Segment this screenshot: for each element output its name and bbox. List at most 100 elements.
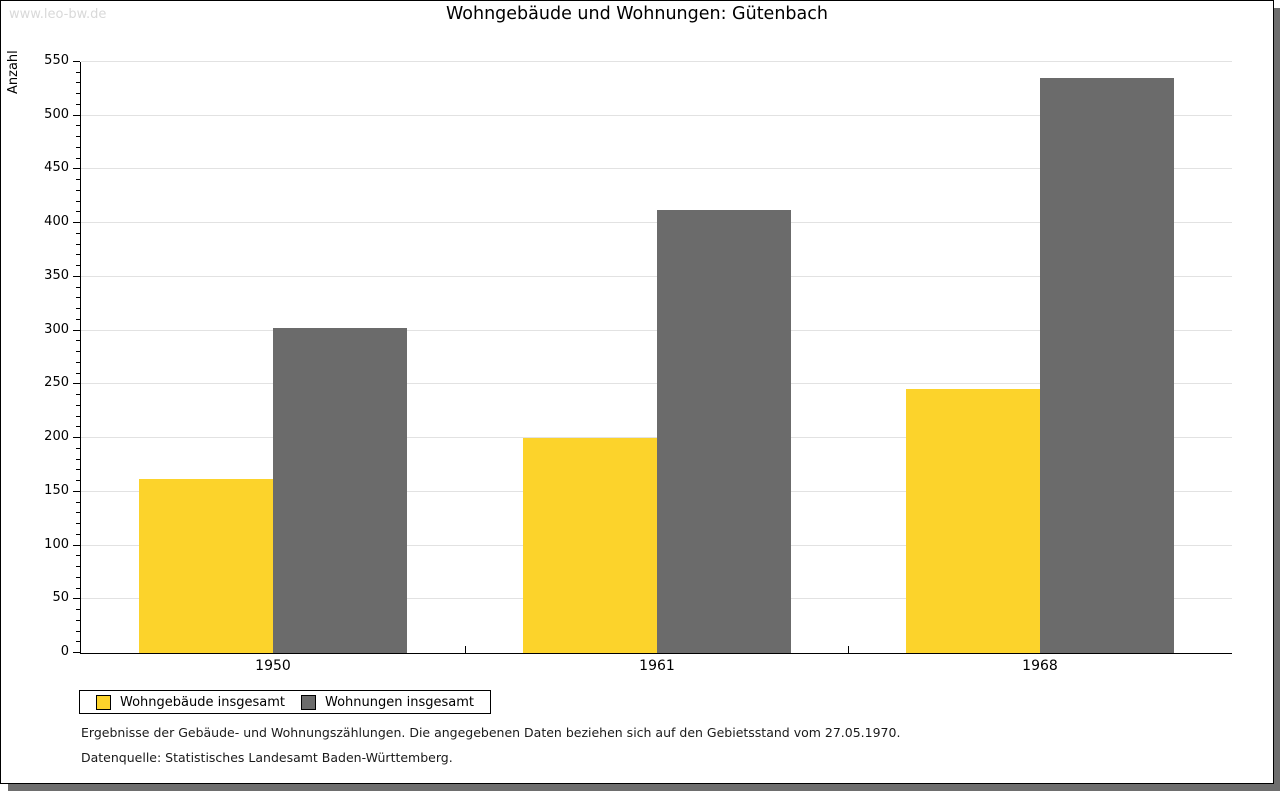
y-minor-tick <box>76 125 80 126</box>
y-minor-tick <box>76 136 80 137</box>
footnote-2: Datenquelle: Statistisches Landesamt Bad… <box>81 750 453 765</box>
y-minor-tick <box>76 201 80 202</box>
bar-wohngebaeude-1950 <box>139 479 273 653</box>
y-tick-label: 500 <box>44 107 69 122</box>
x-tick <box>465 646 466 653</box>
y-tick-label: 250 <box>44 375 69 390</box>
y-axis-label: Anzahl <box>6 50 21 94</box>
y-tick <box>73 276 80 277</box>
x-category-label: 1968 <box>1022 658 1058 674</box>
gridline <box>81 330 1232 331</box>
y-minor-tick <box>76 631 80 632</box>
gridline <box>81 383 1232 384</box>
y-minor-tick <box>76 523 80 524</box>
watermark: www.leo-bw.de <box>9 7 107 22</box>
bar-wohngebaeude-1961 <box>523 438 657 653</box>
y-minor-tick <box>76 72 80 73</box>
y-tick <box>73 652 80 653</box>
legend-label: Wohngebäude insgesamt <box>120 694 285 710</box>
x-tick <box>848 646 849 653</box>
y-minor-tick <box>76 394 80 395</box>
y-tick <box>73 545 80 546</box>
y-tick <box>73 168 80 169</box>
y-minor-tick <box>76 211 80 212</box>
y-tick-label: 300 <box>44 322 69 337</box>
y-minor-tick <box>76 480 80 481</box>
y-minor-tick <box>76 233 80 234</box>
gridline <box>81 61 1232 62</box>
y-minor-tick <box>76 459 80 460</box>
y-minor-tick <box>76 469 80 470</box>
y-minor-tick <box>76 512 80 513</box>
y-minor-tick <box>76 287 80 288</box>
y-tick <box>73 115 80 116</box>
y-minor-tick <box>76 362 80 363</box>
y-minor-tick <box>76 297 80 298</box>
y-tick-label: 0 <box>60 644 69 659</box>
legend-item: Wohngebäude insgesamt <box>96 694 285 710</box>
y-minor-tick <box>76 179 80 180</box>
bar-wohngebaeude-1968 <box>906 389 1040 653</box>
y-minor-tick <box>76 254 80 255</box>
y-minor-tick <box>76 534 80 535</box>
y-tick-label: 450 <box>44 160 69 175</box>
y-minor-tick <box>76 158 80 159</box>
y-minor-tick <box>76 588 80 589</box>
y-tick <box>73 61 80 62</box>
legend-label: Wohnungen insgesamt <box>325 694 474 710</box>
y-minor-tick <box>76 93 80 94</box>
legend-item: Wohnungen insgesamt <box>301 694 474 710</box>
bar-wohnungen-1950 <box>273 328 407 653</box>
y-minor-tick <box>76 190 80 191</box>
y-minor-tick <box>76 308 80 309</box>
y-tick <box>73 598 80 599</box>
y-tick <box>73 437 80 438</box>
y-tick-label: 400 <box>44 214 69 229</box>
y-tick-label: 350 <box>44 268 69 283</box>
y-tick-label: 150 <box>44 483 69 498</box>
y-minor-tick <box>76 566 80 567</box>
y-minor-tick <box>76 620 80 621</box>
y-minor-tick <box>76 319 80 320</box>
x-category-label: 1961 <box>639 658 675 674</box>
gridline <box>81 276 1232 277</box>
y-minor-tick <box>76 244 80 245</box>
y-tick-label: 200 <box>44 429 69 444</box>
y-minor-tick <box>76 147 80 148</box>
bar-wohnungen-1961 <box>657 210 791 653</box>
y-minor-tick <box>76 265 80 266</box>
y-tick <box>73 491 80 492</box>
y-minor-tick <box>76 641 80 642</box>
bar-wohnungen-1968 <box>1040 78 1174 653</box>
legend: Wohngebäude insgesamt Wohnungen insgesamt <box>79 690 491 714</box>
y-minor-tick <box>76 426 80 427</box>
y-minor-tick <box>76 416 80 417</box>
y-minor-tick <box>76 340 80 341</box>
y-minor-tick <box>76 577 80 578</box>
x-category-label: 1950 <box>255 658 291 674</box>
y-tick <box>73 222 80 223</box>
y-minor-tick <box>76 448 80 449</box>
y-tick <box>73 383 80 384</box>
y-minor-tick <box>76 82 80 83</box>
y-tick-label: 50 <box>52 590 69 605</box>
y-minor-tick <box>76 351 80 352</box>
y-minor-tick <box>76 104 80 105</box>
y-minor-tick <box>76 405 80 406</box>
plot-area: 0 50 100 150 200 250 300 350 400 450 500 550 1950 196… <box>44 53 1232 674</box>
legend-swatch <box>96 694 111 710</box>
gridline <box>81 115 1232 116</box>
chart-title: Wohngebäude und Wohnungen: Gütenbach <box>446 4 828 24</box>
gridline <box>81 437 1232 438</box>
gridline <box>81 168 1232 169</box>
gridline <box>81 222 1232 223</box>
y-tick-label: 550 <box>44 53 69 68</box>
y-minor-tick <box>76 555 80 556</box>
footnote-1: Ergebnisse der Gebäude- und Wohnungszähl… <box>81 725 901 740</box>
legend-swatch <box>301 694 316 710</box>
y-minor-tick <box>76 609 80 610</box>
y-tick-label: 100 <box>44 537 69 552</box>
y-tick <box>73 330 80 331</box>
y-minor-tick <box>76 373 80 374</box>
